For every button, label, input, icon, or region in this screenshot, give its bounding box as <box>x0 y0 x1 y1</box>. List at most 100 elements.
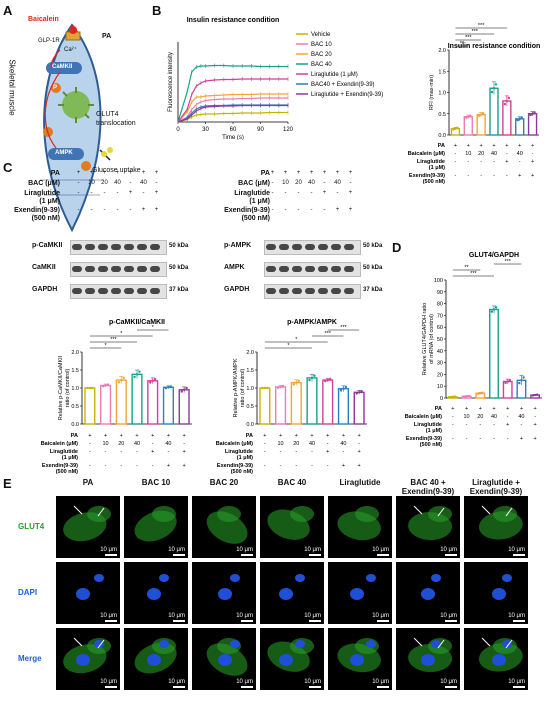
condition-value: 40 <box>517 151 523 157</box>
blot-condition-value: + <box>128 170 133 176</box>
scale-label: 10 μm <box>168 613 185 619</box>
condition-value: - <box>479 436 481 442</box>
condition-label: (1 μM) <box>429 165 445 171</box>
blot-band <box>85 244 95 250</box>
y-tick-label: 0.0 <box>71 422 79 428</box>
condition-value: - <box>264 463 266 469</box>
condition-value: + <box>120 433 123 439</box>
y-tick-label: 50 <box>437 337 443 343</box>
arrow-marker <box>505 507 513 517</box>
y-axis-label: Relative p-AMPK/AMPK <box>233 358 239 417</box>
scale-bar: 10 μm <box>372 679 389 688</box>
microscopy-image: 10 μm <box>328 496 392 558</box>
ampk-label: AMPK <box>55 150 73 156</box>
condition-label: Baicalein (μM) <box>216 441 253 447</box>
y-tick-label: 1.0 <box>71 386 79 392</box>
scale-label: 10 μm <box>304 679 321 685</box>
data-point <box>149 381 152 384</box>
microscopy-column-label: Liraglutide <box>339 478 381 487</box>
nucleus <box>492 654 506 666</box>
data-point <box>328 377 332 381</box>
condition-label: PA <box>71 433 78 439</box>
blot-condition-value: 10 <box>88 180 95 186</box>
condition-value: + <box>151 449 154 455</box>
significance-label: ** <box>464 265 469 271</box>
blot-kda-label: 50 kDa <box>363 243 383 249</box>
data-point <box>479 392 482 395</box>
cell-body <box>217 506 241 522</box>
condition-label: (500 nM) <box>423 179 445 185</box>
glucose-icon <box>101 151 107 157</box>
condition-value: - <box>168 449 170 455</box>
data-point <box>490 90 494 94</box>
b-line-chart: Insulin resistance condition 0 30 60 90 120 Ti… <box>168 17 383 140</box>
microscopy-image: 10 μm <box>124 496 188 558</box>
blot-strip <box>70 262 167 277</box>
data-point <box>360 390 363 393</box>
bar <box>322 379 334 425</box>
condition-value: + <box>326 449 329 455</box>
legend-label: Liraglutide + Exendin(9-39) <box>311 92 383 98</box>
arrow-marker <box>505 639 513 649</box>
scale-label: 10 μm <box>372 547 389 553</box>
y-axis-label: RFI (max-min) <box>429 75 435 110</box>
x-tick-label: 120 <box>283 127 294 133</box>
significance-label: *** <box>470 271 477 277</box>
y-tick-label: 100 <box>434 278 443 284</box>
condition-value: - <box>136 449 138 455</box>
scale-label: 10 μm <box>508 613 525 619</box>
data-point <box>504 381 507 385</box>
scale-label: 10 μm <box>372 613 389 619</box>
blot-condition-value: - <box>310 190 313 196</box>
c-left-blot-panel: PA + + + + + + + BAC (μM) - 10 20 40 - 40 - Liraglutide … <box>0 168 270 308</box>
b-bar-chart: Insulin resistance condition 0.0 0.5 1.0 1.5… <box>408 23 541 185</box>
condition-value: - <box>105 463 107 469</box>
camkii-label: CaMKII <box>52 64 73 70</box>
condition-value: + <box>518 143 521 149</box>
arrow-marker <box>481 505 491 515</box>
nucleus <box>421 588 435 600</box>
blot-band <box>111 244 121 250</box>
e-microscopy-grid: PA BAC 10 BAC 20 BAC 40 Liraglutide BAC 40 + … <box>0 476 550 701</box>
condition-value: + <box>534 436 537 442</box>
blot-band <box>85 266 95 272</box>
data-point <box>310 376 314 380</box>
scale-label: 10 μm <box>304 547 321 553</box>
condition-value: + <box>467 143 470 149</box>
significance-label: * <box>120 331 123 337</box>
scale-line <box>377 554 389 556</box>
condition-value: + <box>492 143 495 149</box>
data-point <box>481 391 484 394</box>
d-bar-chart: GLUT4/GAPDH 0 10 20 30 40 50 60 70 80 90 100 Relativ… <box>405 252 542 448</box>
legend-label: Liraglutide (1 μM) <box>311 72 358 78</box>
data-point <box>101 385 105 388</box>
blot-condition-value: + <box>335 207 340 213</box>
condition-value: - <box>136 463 138 469</box>
blot-condition-label: Exendin(9-39) (500 nM) <box>224 207 270 222</box>
nucleus <box>366 574 376 582</box>
data-point <box>313 374 316 377</box>
arrow-marker <box>437 507 445 517</box>
data-point <box>536 393 539 396</box>
blot-kda-label: 37 kDa <box>169 287 189 293</box>
blot-condition-value: + <box>141 207 146 213</box>
skeletal-muscle-label: Skeletal muscle <box>7 59 17 116</box>
chart-title: p-AMPK/AMPK <box>287 319 337 326</box>
blot-condition-label: Liraglutide (1 μM) <box>24 190 60 205</box>
condition-value: - <box>452 414 454 420</box>
microscopy-image: 10 μm <box>396 562 460 624</box>
data-point <box>451 395 455 399</box>
blot-band <box>344 288 354 294</box>
condition-value: + <box>454 143 457 149</box>
bar <box>489 308 499 399</box>
data-point <box>481 112 485 115</box>
signal-arrow <box>50 49 61 69</box>
condition-value: - <box>343 449 345 455</box>
blot-protein-label: GAPDH <box>224 286 250 293</box>
nucleus <box>502 574 512 582</box>
condition-value: 20 <box>477 414 483 420</box>
bar <box>306 377 318 425</box>
blot-kda-label: 50 kDa <box>363 265 383 271</box>
bar <box>489 87 499 136</box>
scale-line <box>105 554 117 556</box>
